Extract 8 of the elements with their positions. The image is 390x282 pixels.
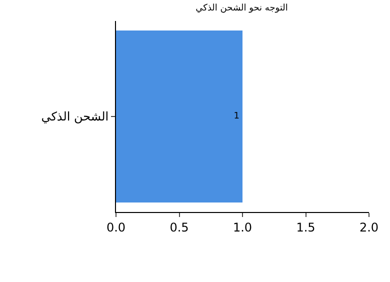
data-label: 1 <box>234 112 240 122</box>
x-tick-label: 1.5 <box>296 220 316 234</box>
x-tick-label: 1.0 <box>232 220 252 234</box>
y-tick-label: الشحن الذكي <box>41 110 109 124</box>
x-tick-label: 2.0 <box>359 220 379 234</box>
chart-title: التوجه نحو الشحن الذكي <box>196 4 288 14</box>
x-tick-label: 0.5 <box>170 220 189 234</box>
x-tick-label: 0.0 <box>106 220 126 234</box>
